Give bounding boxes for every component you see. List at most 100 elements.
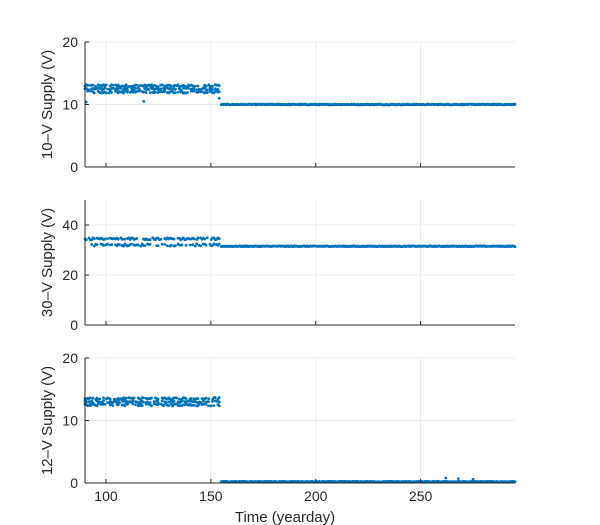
data-point <box>134 87 137 90</box>
data-point <box>106 237 109 240</box>
data-point <box>217 400 221 404</box>
y-tick-label: 20 <box>62 34 78 50</box>
data-point <box>192 403 196 407</box>
x-tick-label: 100 <box>94 488 118 504</box>
data-point <box>95 243 99 247</box>
data-point <box>90 238 94 242</box>
data-point <box>92 91 96 95</box>
data-point <box>136 243 140 247</box>
data-point <box>188 243 192 247</box>
data-point <box>169 243 173 247</box>
data-point <box>196 397 200 401</box>
data-point <box>160 242 164 246</box>
data-point <box>106 242 109 246</box>
x-axis-label: Time (yearday) <box>235 509 335 525</box>
data-point <box>213 89 217 93</box>
data-point <box>199 244 203 248</box>
data-point <box>201 399 205 403</box>
y-tick-label: 0 <box>70 475 78 491</box>
data-point <box>205 88 209 92</box>
data-point <box>175 396 179 400</box>
data-point <box>122 244 125 248</box>
data-point <box>123 237 127 241</box>
data-point <box>104 83 108 87</box>
data-point <box>156 401 160 404</box>
y-tick-label: 0 <box>70 159 78 175</box>
data-point <box>217 90 221 94</box>
data-point <box>124 83 128 87</box>
data-point <box>91 83 95 87</box>
data-point <box>150 396 153 400</box>
data-point <box>103 86 107 90</box>
data-point <box>205 91 209 94</box>
data-points <box>83 396 517 484</box>
data-point <box>131 402 135 406</box>
data-point <box>191 243 195 247</box>
data-point <box>110 243 113 247</box>
data-point <box>144 402 148 406</box>
data-point <box>204 84 208 88</box>
data-point <box>92 237 96 241</box>
data-point <box>209 404 213 408</box>
data-point <box>116 87 120 91</box>
data-point <box>471 477 475 481</box>
data-point <box>134 403 137 407</box>
data-point <box>173 244 177 248</box>
data-point <box>204 243 208 247</box>
data-point <box>102 396 106 400</box>
data-point <box>142 396 145 400</box>
data-point <box>211 84 215 88</box>
data-point <box>84 238 88 242</box>
data-point <box>102 399 106 403</box>
y-tick-label: 10 <box>62 97 78 113</box>
y-axis-label: 12–V Supply (V) <box>39 366 56 475</box>
data-point <box>94 84 98 88</box>
data-point <box>211 88 215 92</box>
data-point <box>207 397 211 401</box>
data-point <box>142 99 146 103</box>
data-point <box>173 88 177 91</box>
data-point <box>106 87 109 91</box>
data-point <box>103 402 107 406</box>
data-point <box>111 83 115 87</box>
data-point <box>160 83 164 87</box>
data-points <box>83 83 517 107</box>
data-point <box>217 404 221 408</box>
data-point <box>160 399 164 403</box>
data-point <box>444 476 448 480</box>
data-point <box>138 89 141 93</box>
data-point <box>110 91 113 95</box>
data-point <box>96 402 100 406</box>
data-point <box>207 404 211 408</box>
data-point <box>166 244 169 248</box>
data-point <box>212 404 216 408</box>
data-point <box>163 88 167 91</box>
data-point <box>88 89 92 93</box>
data-point <box>91 396 95 400</box>
data-point <box>213 396 217 399</box>
data-point <box>156 403 160 407</box>
data-point <box>192 87 196 91</box>
y-tick-label: 40 <box>62 217 78 233</box>
data-point <box>193 244 197 248</box>
x-tick-label: 200 <box>304 488 328 504</box>
data-point <box>187 399 191 403</box>
data-point <box>207 400 211 404</box>
data-point <box>195 88 199 92</box>
data-point <box>184 397 188 400</box>
data-point <box>217 242 221 246</box>
data-point <box>456 477 460 481</box>
data-point <box>173 91 177 95</box>
data-point <box>163 90 167 93</box>
data-point <box>204 402 208 406</box>
data-point <box>147 88 151 91</box>
data-point <box>189 397 193 400</box>
data-point <box>159 87 163 91</box>
y-axis-label: 10–V Supply (V) <box>39 50 56 159</box>
x-tick-label: 250 <box>409 488 433 504</box>
y-axis-label: 30–V Supply (V) <box>39 208 56 317</box>
data-point <box>203 237 207 241</box>
data-point <box>144 91 148 94</box>
data-point <box>92 244 96 248</box>
data-point <box>142 90 145 94</box>
